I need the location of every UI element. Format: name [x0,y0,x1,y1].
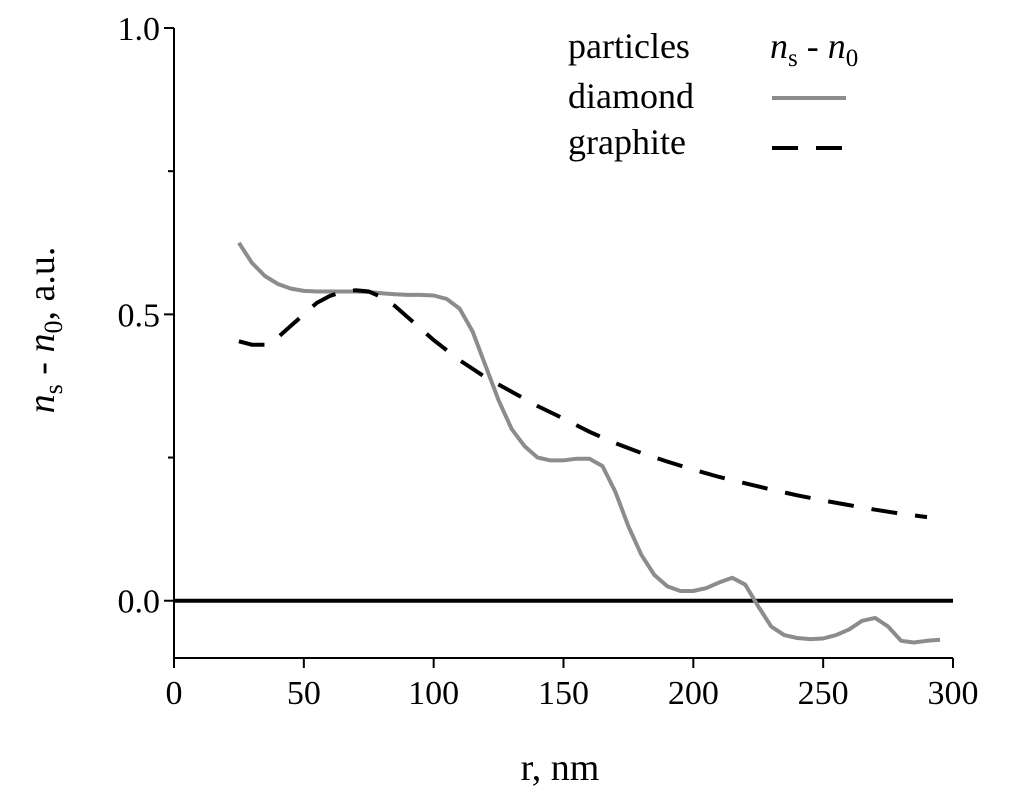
x-tick-label: 200 [668,675,719,712]
x-tick-label: 300 [928,675,979,712]
x-tick-label: 0 [166,675,183,712]
legend-label-graphite: graphite [568,122,686,162]
y-axis-title-n: n [21,394,63,413]
legend-header-sub-s: s [788,45,798,72]
y-axis-title: ns - n0, a.u. [21,247,68,414]
legend: particles ns - n0 diamond graphite [568,26,858,162]
x-tick-label: 100 [408,675,459,712]
series-line-graphite [238,288,928,520]
legend-header-sub-0: 0 [846,45,859,72]
y-axis-title-n2: n [21,334,63,353]
x-axis-title: r, nm [521,747,600,789]
y-tick-label: 0.0 [118,584,161,621]
y-axis-title-rest: , a.u. [21,247,63,321]
x-ticks: 0 50 100 150 200 250 300 [166,658,979,712]
y-axis-title-dash: - [21,353,63,385]
legend-header-dash: - [798,26,828,66]
y-tick-label: 0.5 [118,297,161,334]
x-tick-label: 50 [287,675,321,712]
series-line-diamond [237,241,941,645]
legend-header-particles: particles [568,26,690,66]
legend-header-n: n [770,26,788,66]
y-ticks: 0.0 0.5 1.0 [118,11,174,621]
legend-label-diamond: diamond [568,76,694,116]
legend-header-n2: n [828,26,846,66]
y-axis-title-sub-0: 0 [39,321,68,334]
legend-header-quantity: ns - n0 [770,26,858,72]
x-tick-label: 150 [538,675,589,712]
y-axis-title-sub-s: s [39,384,68,394]
x-tick-label: 250 [798,675,849,712]
y-tick-label: 1.0 [118,11,161,48]
